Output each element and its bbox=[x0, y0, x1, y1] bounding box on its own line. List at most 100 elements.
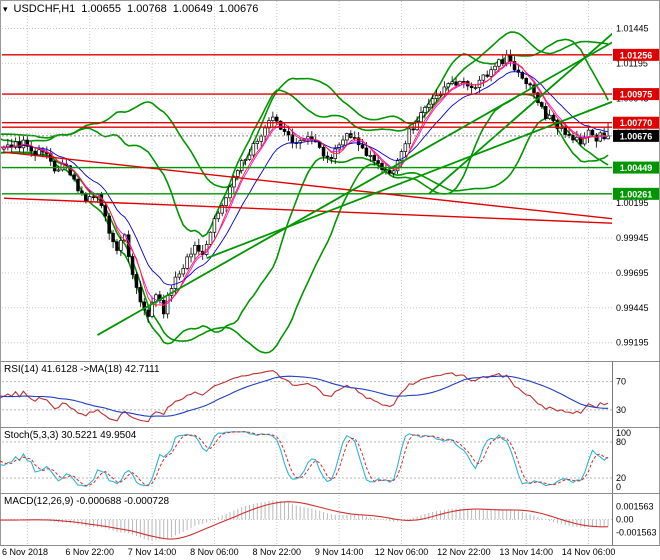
stochastic-panel: 100 80 20 0 Stoch(5,3,3) 30.5221 49.9504 bbox=[0, 428, 660, 494]
candle-down bbox=[508, 54, 513, 62]
candle-down bbox=[134, 274, 139, 288]
time-label: 8 Nov 06:00 bbox=[190, 547, 239, 557]
candle-down bbox=[142, 301, 147, 311]
candle-up bbox=[423, 107, 427, 113]
rsi-level-label: 30 bbox=[616, 405, 626, 415]
trendline[interactable] bbox=[428, 31, 616, 195]
price-tick-label: 0.99945 bbox=[616, 233, 649, 243]
price-axis-marker-label: 1.00975 bbox=[620, 90, 653, 100]
candle-down bbox=[329, 156, 334, 160]
candle-up bbox=[399, 151, 404, 162]
macd-canvas[interactable]: 0.001563 0.00 -0.001563 bbox=[0, 494, 660, 545]
candle-up bbox=[582, 136, 587, 145]
candle-up bbox=[13, 141, 18, 148]
stoch-tick-label: 0 bbox=[616, 482, 621, 492]
candle-up bbox=[243, 159, 248, 161]
candle-down bbox=[84, 193, 88, 202]
candle-down bbox=[25, 139, 30, 147]
candle-down bbox=[91, 196, 96, 198]
macd-tick-label: -0.001563 bbox=[616, 527, 657, 537]
candle-up bbox=[368, 155, 373, 157]
time-axis[interactable]: 6 Nov 2018 6 Nov 22:00 7 Nov 14:00 8 Nov 06… bbox=[0, 546, 660, 560]
candle-up bbox=[489, 69, 493, 77]
candle-up bbox=[481, 74, 486, 81]
candle-up bbox=[473, 87, 478, 89]
rsi-panel: 70 30 RSI(14) 41.6128 ->MA(18) 42.7111 bbox=[0, 362, 660, 428]
candle-down bbox=[555, 120, 560, 129]
candle-up bbox=[271, 116, 275, 122]
price-tick-label: 1.00195 bbox=[616, 198, 649, 208]
time-label: 6 Nov 2018 bbox=[2, 547, 49, 557]
candle-up bbox=[450, 81, 454, 84]
candle-up bbox=[427, 103, 431, 108]
candle-up bbox=[298, 140, 302, 144]
rsi-label: RSI(14) 41.6128 ->MA(18) 42.7111 bbox=[4, 364, 160, 375]
candle-down bbox=[68, 165, 72, 176]
candle-down bbox=[275, 116, 279, 122]
price-axis-marker bbox=[613, 129, 659, 142]
candle-up bbox=[434, 95, 439, 99]
ema-ma-line bbox=[1, 71, 609, 286]
trendline[interactable] bbox=[3, 151, 616, 220]
rsi-line bbox=[0, 370, 609, 423]
candle-up bbox=[239, 160, 244, 171]
time-label: 13 Nov 14:00 bbox=[499, 547, 553, 557]
candle-down bbox=[146, 309, 150, 317]
candle-up bbox=[575, 136, 579, 141]
candle-up bbox=[415, 121, 419, 131]
price-tick-label: 1.01445 bbox=[616, 23, 649, 33]
candle-up bbox=[446, 83, 451, 88]
candle-up bbox=[263, 127, 267, 137]
trendline[interactable] bbox=[206, 100, 616, 260]
candle-up bbox=[185, 256, 189, 269]
candle-up bbox=[165, 295, 170, 315]
candle-down bbox=[388, 170, 392, 174]
candle-up bbox=[267, 120, 271, 129]
candle-up bbox=[37, 149, 41, 156]
sma-ma-line bbox=[1, 60, 609, 306]
candle-up bbox=[119, 240, 123, 251]
candle-up bbox=[212, 218, 217, 233]
ohlc-close-value: 1.00676 bbox=[218, 3, 259, 15]
rsi-level-label: 70 bbox=[616, 377, 626, 387]
price-chart-canvas[interactable]: 1.014451.011951.009451.006951.004451.001… bbox=[0, 0, 660, 361]
candle-down bbox=[325, 155, 330, 158]
price-axis-marker bbox=[613, 88, 659, 101]
candle-up bbox=[606, 135, 610, 140]
time-label: 12 Nov 22:00 bbox=[437, 547, 491, 557]
candle-up bbox=[220, 205, 224, 214]
symbol-timeframe-label: USDCHF,H1 bbox=[13, 3, 76, 15]
candle-up bbox=[224, 197, 228, 206]
trendline[interactable] bbox=[3, 197, 616, 224]
candle-down bbox=[594, 134, 599, 142]
candle-down bbox=[72, 174, 76, 180]
price-axis-marker bbox=[613, 48, 659, 61]
candle-down bbox=[380, 163, 384, 171]
trendline[interactable] bbox=[97, 40, 615, 336]
price-axis-marker-label: 1.00770 bbox=[620, 118, 653, 128]
candle-up bbox=[419, 112, 423, 123]
price-tick-label: 0.99195 bbox=[616, 338, 649, 348]
candle-up bbox=[189, 253, 193, 258]
price-tick-label: 0.99445 bbox=[616, 303, 649, 313]
macd-signal-line bbox=[0, 501, 609, 540]
candle-down bbox=[567, 134, 571, 136]
candle-up bbox=[236, 170, 240, 177]
candle-down bbox=[103, 205, 108, 217]
candle-down bbox=[469, 85, 474, 88]
candle-up bbox=[56, 169, 61, 172]
ohlc-high-value: 1.00768 bbox=[127, 3, 167, 15]
candle-down bbox=[532, 84, 536, 94]
candle-down bbox=[33, 150, 37, 156]
candle-up bbox=[181, 267, 185, 275]
candle-down bbox=[52, 160, 57, 172]
candle-up bbox=[208, 231, 213, 245]
ohlc-low-value: 1.00649 bbox=[172, 3, 213, 15]
one-click-trading-toggle[interactable]: ▾ bbox=[3, 3, 8, 14]
candle-down bbox=[501, 59, 505, 65]
time-label: 7 Nov 14:00 bbox=[127, 547, 177, 557]
candle-down bbox=[115, 241, 119, 251]
candle-down bbox=[543, 106, 548, 119]
rsi-canvas[interactable]: 70 30 bbox=[0, 362, 660, 427]
